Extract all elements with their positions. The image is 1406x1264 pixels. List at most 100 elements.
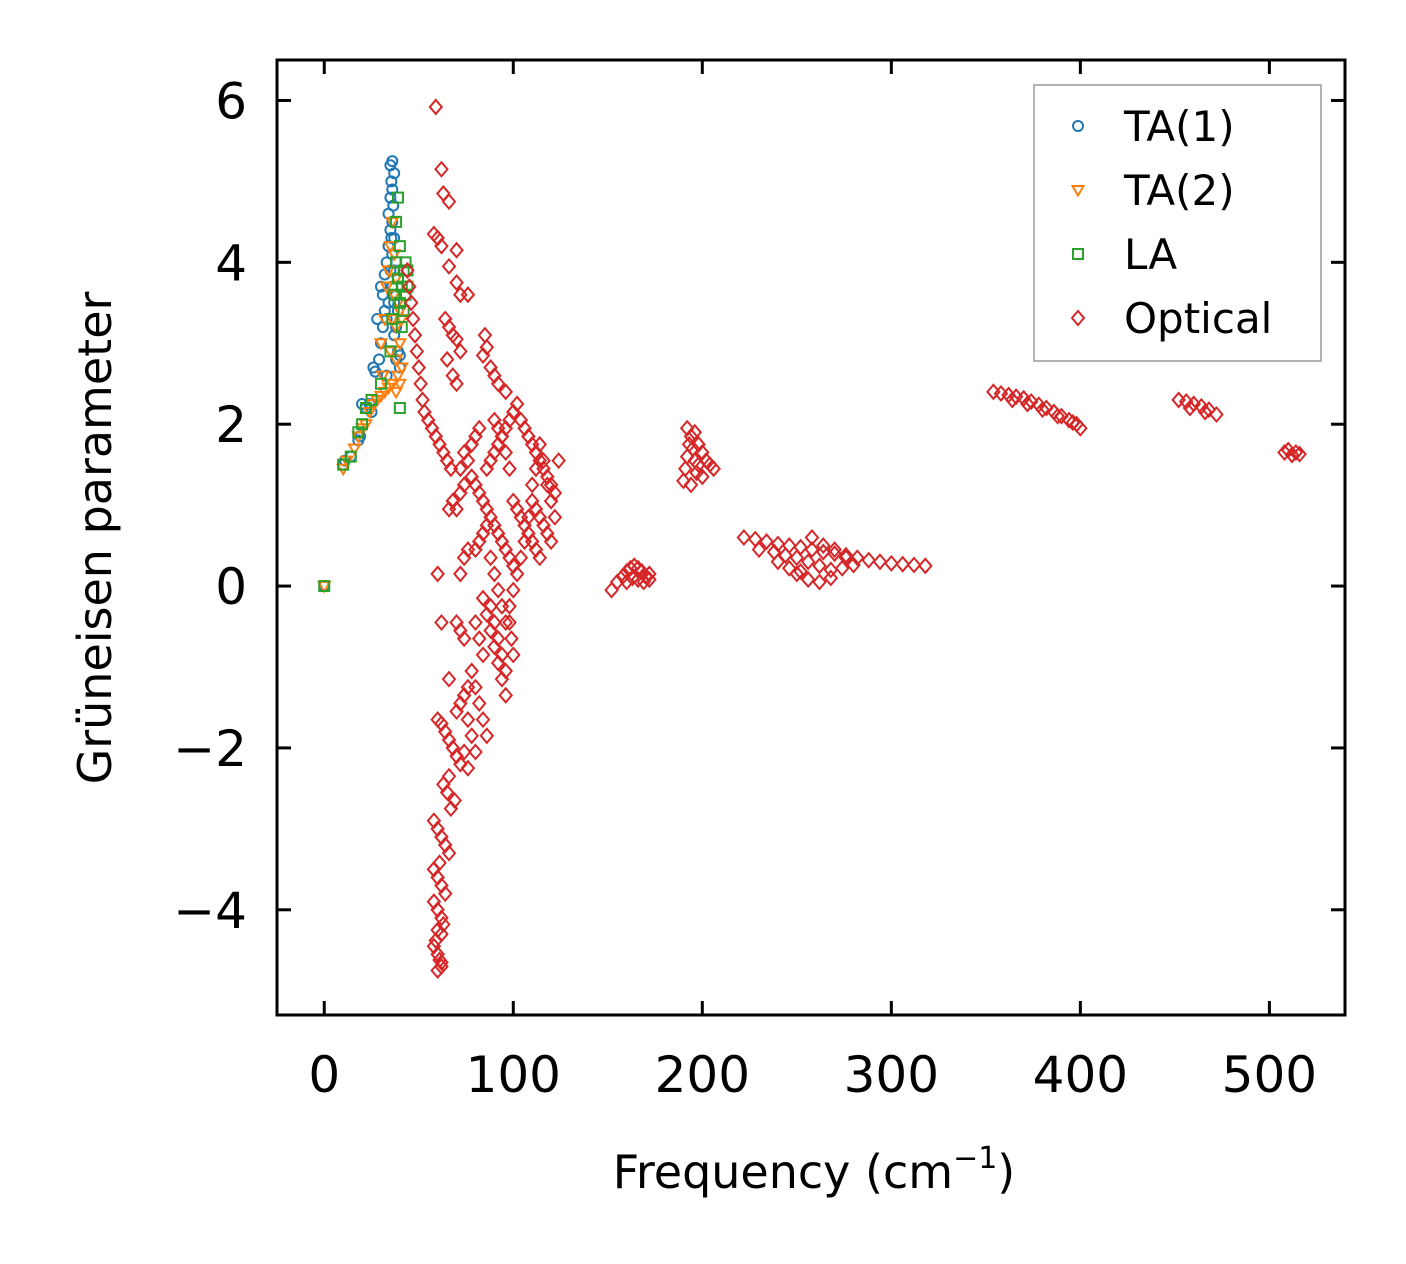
data-point bbox=[532, 435, 548, 453]
data-point bbox=[460, 286, 476, 304]
data-point bbox=[443, 460, 459, 478]
data-point bbox=[403, 294, 419, 312]
data-point bbox=[679, 419, 695, 437]
data-point bbox=[379, 281, 394, 295]
data-point bbox=[1178, 392, 1194, 411]
data-point bbox=[487, 565, 502, 583]
data-point bbox=[447, 791, 463, 810]
data-point bbox=[441, 670, 457, 688]
data-point bbox=[337, 458, 350, 471]
data-point bbox=[1050, 407, 1065, 425]
data-point bbox=[460, 759, 476, 777]
data-point bbox=[479, 727, 495, 745]
legend-marker bbox=[1070, 309, 1086, 327]
data-point bbox=[895, 555, 910, 573]
data-point bbox=[1065, 414, 1081, 432]
data-point bbox=[781, 537, 797, 555]
data-point bbox=[449, 241, 464, 259]
data-point bbox=[468, 613, 483, 632]
data-point bbox=[441, 193, 457, 211]
data-point bbox=[477, 326, 493, 344]
data-point bbox=[1277, 443, 1292, 462]
data-point bbox=[543, 533, 559, 551]
x-tick-label: 300 bbox=[844, 1046, 939, 1104]
data-point bbox=[509, 395, 525, 413]
data-point bbox=[1292, 445, 1307, 463]
y-tick-label: −2 bbox=[173, 720, 247, 778]
data-point bbox=[781, 559, 797, 577]
data-point bbox=[409, 342, 425, 360]
x-axis-label-superscript: −1 bbox=[953, 1141, 997, 1176]
y-tick-label: 0 bbox=[215, 558, 247, 616]
data-point bbox=[468, 743, 483, 761]
data-point bbox=[460, 452, 476, 470]
data-point bbox=[494, 646, 510, 664]
data-point bbox=[676, 472, 691, 490]
data-point bbox=[391, 191, 404, 204]
data-point bbox=[453, 342, 468, 360]
data-point bbox=[386, 312, 399, 325]
data-point bbox=[604, 581, 619, 599]
data-point bbox=[436, 915, 451, 933]
data-point bbox=[505, 646, 521, 664]
data-point bbox=[536, 452, 551, 470]
data-point bbox=[428, 932, 444, 950]
data-point bbox=[394, 362, 409, 376]
data-point bbox=[694, 468, 710, 486]
data-point bbox=[471, 694, 487, 712]
data-point bbox=[456, 743, 472, 761]
x-tick-label: 100 bbox=[466, 1046, 561, 1104]
data-point bbox=[375, 370, 391, 384]
data-point bbox=[384, 345, 397, 358]
data-point bbox=[789, 549, 805, 567]
data-point bbox=[509, 565, 525, 583]
data-point bbox=[413, 375, 428, 393]
data-point bbox=[906, 556, 922, 574]
data-point bbox=[498, 662, 514, 680]
data-point bbox=[405, 310, 421, 328]
data-point bbox=[365, 393, 378, 406]
data-point bbox=[532, 549, 548, 567]
data-point bbox=[434, 909, 449, 927]
data-point bbox=[464, 727, 480, 745]
data-point bbox=[1201, 401, 1217, 419]
data-point bbox=[475, 589, 491, 607]
data-point bbox=[386, 155, 399, 168]
data-point bbox=[815, 543, 831, 561]
data-point bbox=[460, 711, 476, 729]
data-point bbox=[318, 580, 331, 593]
data-point bbox=[383, 241, 398, 254]
data-point bbox=[415, 391, 430, 409]
data-point bbox=[437, 885, 453, 903]
data-point bbox=[388, 386, 404, 400]
data-point bbox=[373, 338, 389, 351]
legend-item: TA(1) bbox=[1072, 102, 1235, 151]
data-point bbox=[449, 330, 464, 348]
data-point bbox=[445, 492, 461, 510]
data-point bbox=[804, 541, 820, 559]
data-point bbox=[849, 549, 865, 567]
x-axis-label-end: ) bbox=[997, 1145, 1015, 1199]
data-point bbox=[376, 288, 389, 301]
legend-label: Optical bbox=[1124, 294, 1272, 343]
x-tick-label: 0 bbox=[308, 1046, 340, 1104]
data-point bbox=[872, 553, 888, 571]
data-point bbox=[1039, 399, 1054, 417]
y-tick-label: 6 bbox=[215, 72, 247, 130]
data-point bbox=[453, 565, 468, 583]
series-la bbox=[318, 191, 414, 593]
data-point bbox=[381, 265, 396, 278]
data-point bbox=[547, 508, 563, 526]
data-point bbox=[706, 460, 721, 478]
data-point bbox=[464, 662, 480, 680]
data-point bbox=[388, 167, 401, 180]
data-point bbox=[436, 185, 451, 203]
data-point bbox=[390, 215, 403, 228]
data-point bbox=[402, 278, 417, 296]
data-point bbox=[823, 569, 839, 587]
data-point bbox=[385, 175, 398, 188]
data-point bbox=[475, 711, 491, 729]
data-point bbox=[502, 613, 517, 632]
x-tick-labels: 0 100 200 300 400 500 bbox=[308, 1046, 1317, 1104]
data-point bbox=[812, 557, 827, 575]
